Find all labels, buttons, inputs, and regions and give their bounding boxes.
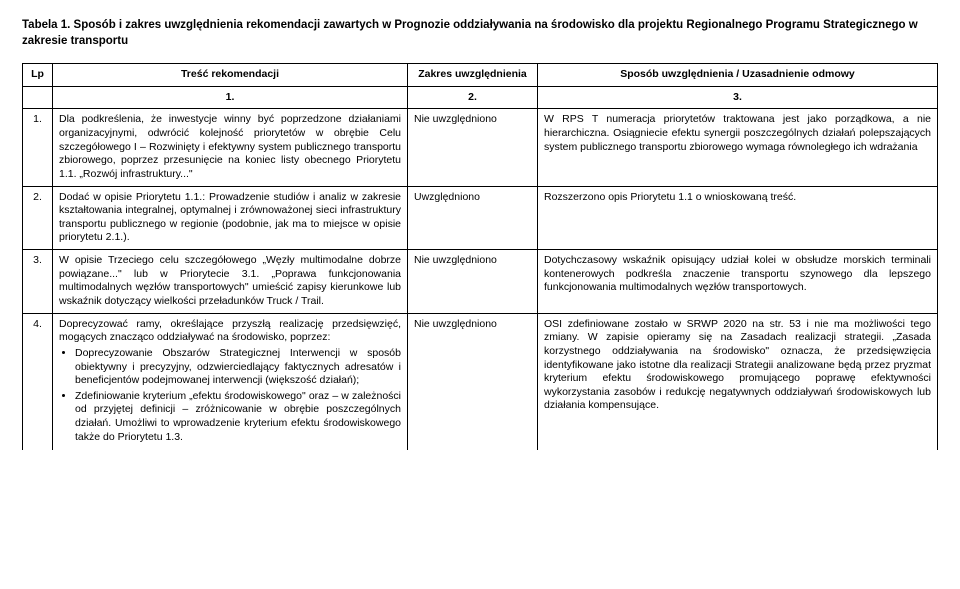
col-zakres: Zakres uwzględnienia (408, 64, 538, 87)
cell-tresc-intro: Doprecyzować ramy, określające przyszłą … (59, 318, 401, 344)
cell-tresc: Dodać w opisie Priorytetu 1.1.: Prowadze… (53, 186, 408, 250)
col-sposob: Sposób uwzględnienia / Uzasadnienie odmo… (538, 64, 938, 87)
cell-lp: 2. (23, 186, 53, 250)
cell-sposob: W RPS T numeracja priorytetów traktowana… (538, 109, 938, 186)
col-lp: Lp (23, 64, 53, 87)
bullet-item: Zdefiniowanie kryterium „efektu środowis… (75, 390, 401, 445)
table-row: 3. W opisie Trzeciego celu szczegółowego… (23, 250, 938, 314)
table-caption: Tabela 1. Sposób i zakres uwzględnienia … (22, 18, 938, 49)
cell-zakres: Nie uwzględniono (408, 313, 538, 450)
cell-sposob: Dotychczasowy wskaźnik opisujący udział … (538, 250, 938, 314)
cell-lp: 4. (23, 313, 53, 450)
cell-tresc: Doprecyzować ramy, określające przyszłą … (53, 313, 408, 450)
table-number-row: 1. 2. 3. (23, 86, 938, 109)
col-tresc: Treść rekomendacji (53, 64, 408, 87)
cell-zakres: Nie uwzględniono (408, 250, 538, 314)
cell-tresc: Dla podkreślenia, że inwestycje winny by… (53, 109, 408, 186)
cell-sposob: OSI zdefiniowane zostało w SRWP 2020 na … (538, 313, 938, 450)
numcell-2: 2. (408, 86, 538, 109)
numcell-1: 1. (53, 86, 408, 109)
table-header-row: Lp Treść rekomendacji Zakres uwzględnien… (23, 64, 938, 87)
cell-tresc-bullets: Doprecyzowanie Obszarów Strategicznej In… (75, 347, 401, 444)
cell-sposob: Rozszerzono opis Priorytetu 1.1 o wniosk… (538, 186, 938, 250)
recommendations-table: Lp Treść rekomendacji Zakres uwzględnien… (22, 63, 938, 450)
table-row: 2. Dodać w opisie Priorytetu 1.1.: Prowa… (23, 186, 938, 250)
cell-lp: 3. (23, 250, 53, 314)
numcell-blank (23, 86, 53, 109)
bullet-item: Doprecyzowanie Obszarów Strategicznej In… (75, 347, 401, 388)
table-row: 1. Dla podkreślenia, że inwestycje winny… (23, 109, 938, 186)
numcell-3: 3. (538, 86, 938, 109)
cell-tresc: W opisie Trzeciego celu szczegółowego „W… (53, 250, 408, 314)
cell-zakres: Uwzględniono (408, 186, 538, 250)
cell-zakres: Nie uwzględniono (408, 109, 538, 186)
table-row: 4. Doprecyzować ramy, określające przysz… (23, 313, 938, 450)
cell-lp: 1. (23, 109, 53, 186)
